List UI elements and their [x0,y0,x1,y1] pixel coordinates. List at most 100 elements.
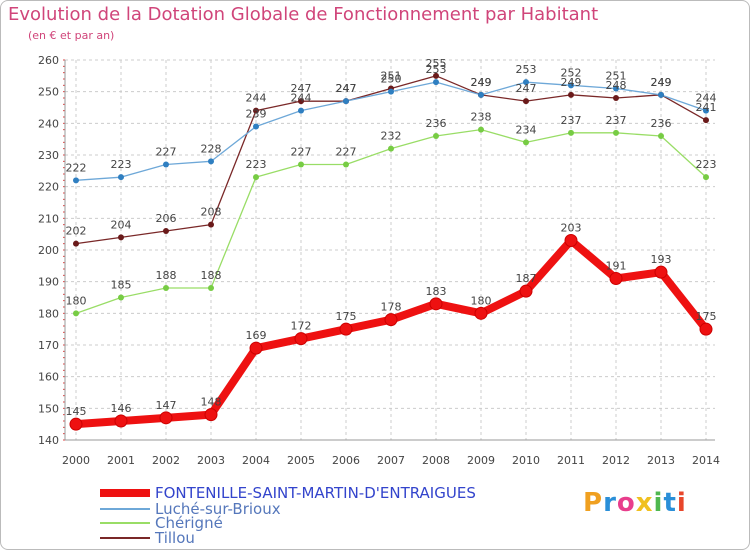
y-tick-label: 220 [38,181,59,194]
data-point [654,265,668,279]
data-point [118,174,124,181]
data-point [388,145,394,152]
x-tick-label: 2009 [467,454,495,467]
data-label: 227 [336,146,357,159]
data-label: 249 [561,76,582,89]
y-tick-label: 240 [38,117,59,130]
y-tick-label: 190 [38,276,59,289]
x-tick-label: 2004 [242,454,270,467]
y-tick-label: 230 [38,149,59,162]
data-point [703,174,709,181]
y-tick-label: 250 [38,86,59,99]
legend-swatch [100,537,150,539]
data-point [159,411,173,425]
y-tick-label: 200 [38,244,59,257]
x-tick-label: 2005 [287,454,315,467]
data-label: 241 [696,101,717,114]
x-tick-label: 2010 [512,454,540,467]
data-label: 206 [156,212,177,225]
data-point [523,139,529,146]
y-tick-label: 160 [38,371,59,384]
chart-title: Evolution de la Dotation Globale de Fonc… [8,4,599,25]
data-label: 183 [426,285,447,298]
data-label: 204 [111,218,132,231]
x-tick-label: 2007 [377,454,405,467]
logo-letter: i [676,488,687,518]
data-point [523,98,529,105]
data-label: 247 [516,82,537,95]
data-label: 234 [516,123,537,136]
data-point [703,117,709,124]
legend-label: Tillou [155,529,195,547]
data-label: 185 [111,279,132,292]
data-point [298,98,304,105]
y-tick-label: 260 [38,54,59,67]
legend-swatch [100,508,150,510]
data-point [208,158,214,165]
y-tick-label: 170 [38,339,59,352]
x-tick-label: 2012 [602,454,630,467]
data-point [658,91,664,98]
data-point [163,228,169,234]
data-label: 237 [606,114,627,127]
data-label: 146 [111,402,132,415]
data-label: 227 [291,146,312,159]
data-label: 253 [516,63,537,76]
data-label: 248 [606,79,627,92]
data-label: 238 [471,111,492,124]
data-point [699,322,713,336]
legend-label: FONTENILLE-SAINT-MARTIN-D'ENTRAIGUES [155,484,476,502]
data-label: 180 [66,294,87,307]
data-point [163,161,169,168]
data-point [208,221,214,228]
y-tick-label: 210 [38,212,59,225]
data-point [388,88,394,95]
data-point [474,306,488,320]
data-label: 202 [66,225,87,238]
data-label: 244 [291,92,312,105]
y-tick-label: 180 [38,307,59,320]
x-tick-label: 2006 [332,454,360,467]
data-point [613,85,619,92]
data-label: 247 [291,82,312,95]
data-label: 178 [381,301,402,314]
data-point [73,310,79,317]
x-tick-label: 2013 [647,454,675,467]
data-point [433,133,439,139]
data-point [658,133,664,139]
data-label: 175 [336,310,357,323]
logo-letter: t [663,488,677,518]
data-label: 145 [66,405,87,418]
data-label: 169 [246,329,267,342]
logo-letter: P [583,488,604,518]
data-point [568,129,574,136]
data-point [343,98,349,105]
x-tick-label: 2002 [152,454,180,467]
data-point [613,129,619,136]
data-point [253,123,259,130]
data-point [73,240,79,247]
data-point [609,272,623,285]
data-label: 252 [561,66,582,79]
data-point [703,107,709,114]
data-label: 191 [606,260,627,273]
data-label: 247 [336,82,357,95]
data-label: 244 [246,92,267,105]
data-point [294,332,308,346]
data-label: 249 [651,76,672,89]
data-label: 223 [246,158,267,171]
data-label: 223 [111,158,132,171]
data-label: 239 [246,108,267,121]
data-label: 223 [696,158,717,171]
x-tick-label: 2000 [62,454,90,467]
data-label: 232 [381,130,402,143]
data-label: 236 [426,117,447,130]
x-tick-label: 2011 [557,454,585,467]
data-point [73,177,79,184]
x-tick-label: 2008 [422,454,450,467]
data-label: 251 [381,70,402,83]
data-point [298,161,304,168]
data-point [568,91,574,98]
data-point [204,408,218,422]
